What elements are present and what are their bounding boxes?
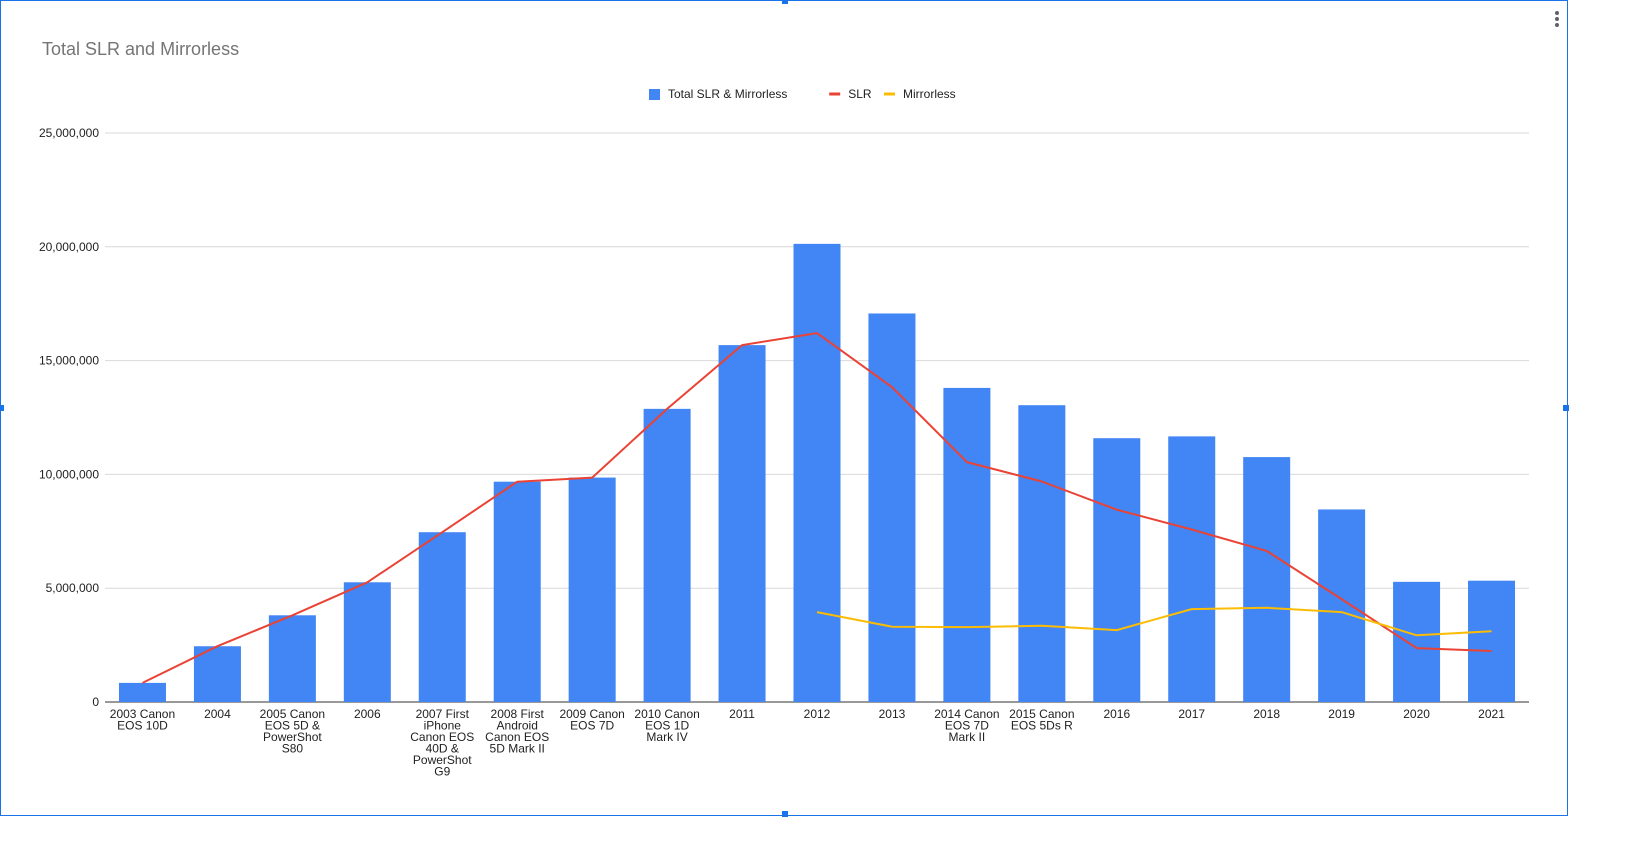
bar: 2016: 11590000 [1093,438,1141,702]
x-tick-label: 2021 [1478,707,1505,721]
x-tick-label: 2020 [1403,707,1430,721]
bar: 2011: 15680000 [718,345,766,702]
bar: 2005 Canon EOS 5D & PowerShot S80: 38100… [268,615,316,702]
bar: 2007 First iPhone Canon EOS 40D & PowerS… [418,532,466,702]
bar: 2020: 5280000 [1393,581,1441,702]
x-tick-label: 2011 [729,707,755,721]
legend-label: SLR [848,87,872,101]
x-tick-label: 2019 [1328,707,1355,721]
x-tick-label: 2010 Canon EOS 1D Mark IV [634,707,699,744]
bar: 2014 Canon EOS 7D Mark II: 13800000 [943,387,991,702]
y-tick-label: 20,000,000 [39,240,99,254]
x-tick-label: 2012 [804,707,831,721]
bar: 2019: 8460000 [1318,509,1366,702]
bar: 2003 Canon EOS 10D: 840000 [118,682,166,702]
chart-container[interactable]: Total SLR and Mirrorless 0 5,000,000 10,00… [0,0,1569,817]
x-tick-label: 2017 [1178,707,1205,721]
x-tick-label: 2009 Canon EOS 7D [559,707,624,733]
x-tick-label: 2016 [1103,707,1130,721]
resize-handle-bottom[interactable] [782,811,788,817]
x-tick-label: 2014 Canon EOS 7D Mark II [934,707,999,744]
legend-swatch-bar [649,89,660,100]
bar: 2012: 20130000 [793,243,841,703]
bar: 2010 Canon EOS 1D Mark IV: 12880000 [643,408,691,702]
x-tick-label: 2013 [879,707,906,721]
bar: 2017: 11670000 [1168,436,1216,702]
bar: 2006: 5260000 [343,582,391,702]
bar: 2013: 17070000 [868,313,916,702]
bar: 2009 Canon EOS 7D: 9860000 [568,477,616,702]
resize-handle-right[interactable] [1563,405,1569,411]
more-options-icon[interactable] [1551,9,1563,29]
bar: 2018: 10760000 [1243,457,1291,702]
x-tick-label: 2004 [204,707,231,721]
y-tick-label: 25,000,000 [39,126,99,140]
legend-label: Mirrorless [903,87,956,101]
resize-handle-left[interactable] [0,405,4,411]
bar: 2021: 5330000 [1468,580,1516,702]
x-tick-label: 2007 First iPhone Canon EOS 40D & PowerShot G… [410,707,474,779]
x-tick-label: 2018 [1253,707,1280,721]
resize-handle-top[interactable] [782,0,788,4]
y-tick-label: 15,000,000 [39,354,99,368]
x-tick-label: 2008 First Android Canon EOS 5D Mark II [485,707,549,756]
y-tick-label: 0 [92,695,99,709]
legend-label: Total SLR & Mirrorless [668,87,787,101]
series-line-mirrorless [816,606,1492,637]
bar: 2015 Canon EOS 5Ds R: 13040000 [1018,405,1066,702]
y-tick-label: 10,000,000 [39,467,99,481]
x-tick-label: 2005 Canon EOS 5D & PowerShot S80 [260,707,325,756]
x-tick-label: 2015 Canon EOS 5Ds R [1009,707,1074,733]
x-tick-label: 2003 Canon EOS 10D [110,707,175,733]
series-line-slr [142,332,1492,684]
y-tick-label: 5,000,000 [46,581,100,595]
x-tick-label: 2006 [354,707,381,721]
bar: 2004: 2450000 [193,646,241,702]
chart-plot: 0 5,000,000 10,000,000 15,000,000 20,000,000… [39,87,1529,779]
chart-title: Total SLR and Mirrorless [42,39,240,59]
bar: 2008 First Android Canon EOS 5D Mark II:… [493,481,541,702]
